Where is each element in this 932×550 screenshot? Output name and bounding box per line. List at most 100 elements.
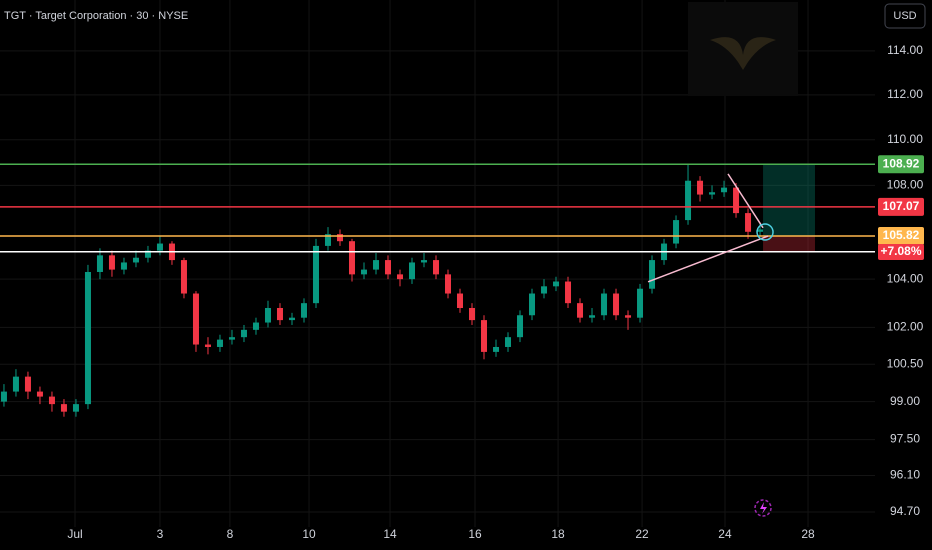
level-tag [878, 197, 924, 216]
x-tick-label: 24 [718, 527, 732, 541]
x-tick-label: 16 [468, 527, 482, 541]
currency-button[interactable] [884, 3, 926, 29]
candle-body [613, 293, 620, 316]
candle-body [685, 180, 692, 221]
candle-body [649, 260, 656, 289]
x-tick-label: 28 [801, 527, 815, 541]
candle-body [396, 274, 403, 280]
candle-body [120, 262, 127, 270]
candle-body [469, 307, 476, 321]
x-tick-label: 8 [227, 527, 234, 541]
y-tick-label: 110.00 [887, 132, 923, 146]
y-tick-label: 97.50 [890, 432, 920, 446]
candle-body [336, 234, 343, 242]
candle-body [757, 229, 764, 232]
entry-marker [756, 223, 774, 241]
level-tag [878, 155, 924, 174]
trend-line [727, 173, 764, 229]
candle-body [733, 187, 740, 214]
candle-body [360, 269, 367, 275]
candle-body [372, 260, 379, 270]
candle-body [432, 260, 439, 275]
candle-body [204, 344, 211, 347]
candle-body [408, 262, 415, 280]
candle-body [24, 376, 31, 392]
candle-body [108, 255, 115, 270]
candle-body [745, 213, 752, 232]
candle-body [709, 192, 716, 195]
candle-body [240, 329, 247, 338]
x-tick-label: 18 [551, 527, 565, 541]
candle-body [697, 180, 704, 195]
y-tick-label: 112.00 [887, 87, 923, 101]
candle-body [192, 293, 199, 345]
candle-body [673, 220, 680, 244]
x-tick-label: 22 [635, 527, 649, 541]
icon-ring[interactable] [754, 499, 772, 517]
level-tag-label: 108.92 [883, 156, 920, 170]
candle-body [541, 286, 548, 294]
x-tick-label: 10 [302, 527, 316, 541]
candle-body [577, 303, 584, 318]
candle-body [625, 315, 632, 318]
candle-body [420, 260, 427, 263]
candle-body [36, 391, 43, 397]
y-tick-label: 96.10 [890, 468, 920, 482]
trend-line [647, 235, 769, 283]
candle-body [505, 337, 512, 347]
candle-body [553, 281, 560, 287]
candle-body [60, 404, 67, 412]
watermark-eagle [710, 37, 776, 70]
candle-body [72, 404, 79, 412]
candle-body [565, 281, 572, 304]
replay-icon[interactable] [754, 499, 772, 517]
y-tick-label: 100.50 [887, 356, 924, 370]
level-tag-label: 107.07 [883, 199, 920, 213]
x-tick-label: 14 [383, 527, 397, 541]
grid [0, 0, 875, 527]
candle-body [288, 317, 295, 321]
candle-body [601, 293, 608, 316]
candle-body [324, 234, 331, 246]
candle-body [180, 260, 187, 294]
candle-body [0, 391, 7, 402]
x-tick-label: Jul [67, 527, 82, 541]
candle-body [96, 255, 103, 272]
candle-body [252, 322, 259, 330]
candle-body [457, 293, 464, 308]
change-label: +7.08% [880, 244, 921, 258]
change-tag [878, 244, 924, 261]
target-zone [763, 164, 815, 237]
candle-body [481, 320, 488, 352]
candle-body [132, 257, 139, 263]
y-tick-label: 99.00 [890, 394, 920, 408]
icon-bolt[interactable] [760, 502, 767, 514]
x-tick-label: 3 [157, 527, 164, 541]
candle-body [84, 271, 91, 405]
candle-body [589, 315, 596, 318]
candle-body [264, 307, 271, 323]
candle-body [228, 337, 235, 340]
currency[interactable]: USD [893, 10, 916, 22]
y-tick-label: 102.00 [887, 320, 924, 334]
candle-body [637, 288, 644, 318]
candle-body [493, 346, 500, 352]
candle-body [300, 303, 307, 318]
candle-body [144, 250, 151, 258]
y-tick-label: 104.00 [887, 271, 924, 285]
candle-body [276, 307, 283, 321]
y-tick-label: 108.00 [887, 178, 924, 192]
candle-body [348, 241, 355, 275]
candle-body [529, 293, 536, 316]
candle-body [445, 274, 452, 294]
candle-body [48, 396, 55, 405]
candle-body [312, 245, 319, 304]
chart-title: TGT · Target Corporation · 30 · NYSE [4, 10, 188, 22]
y-tick-label: 94.70 [890, 504, 920, 518]
y-tick-label: 114.00 [887, 43, 923, 57]
watermark-logo [688, 2, 798, 96]
candle-body [721, 187, 728, 193]
level-tag [878, 227, 924, 246]
